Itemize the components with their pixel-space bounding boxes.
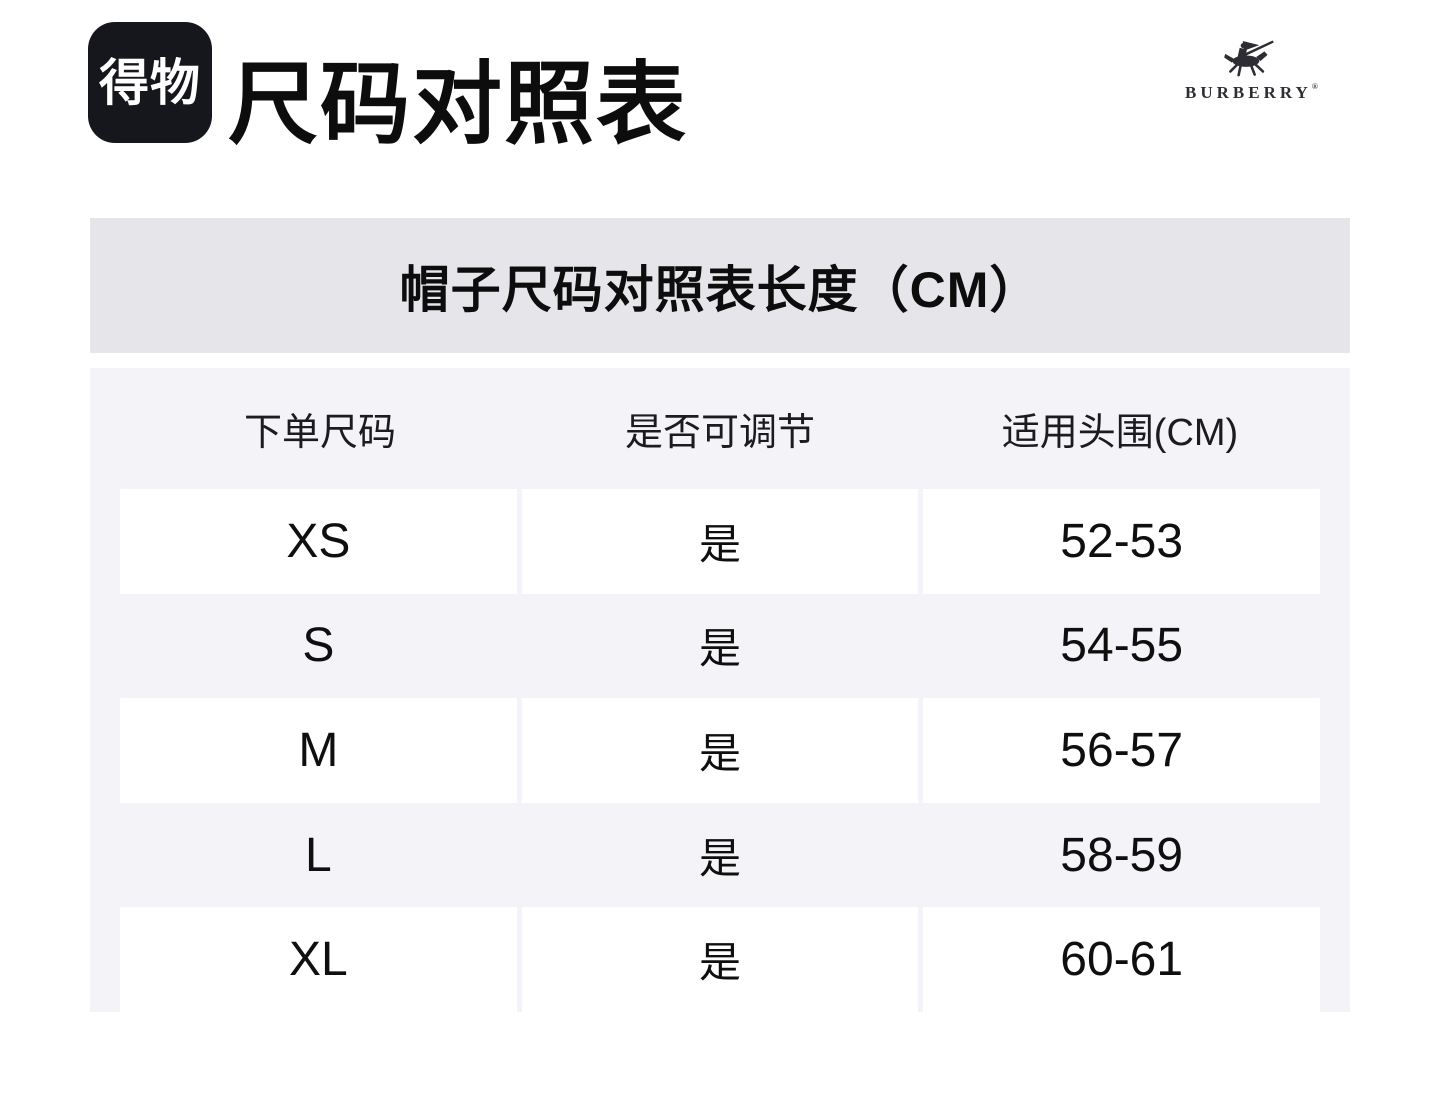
dewu-logo: 得物 — [88, 22, 212, 143]
registered-mark: ® — [1311, 82, 1318, 91]
table-title: 帽子尺码对照表长度（CM） — [399, 261, 1041, 318]
burberry-brand-block: BURBERRY® — [1185, 34, 1318, 103]
cell-adjustable: 是 — [699, 625, 742, 673]
cell-size: L — [304, 828, 332, 882]
column-header-head-circumference: 适用头围(CM) — [1001, 412, 1239, 454]
cell-size: XS — [120, 489, 517, 594]
cell-size: XL — [120, 907, 517, 1012]
table-row: L 是 58-59 — [90, 803, 1350, 908]
cell-head-circumference: 54-55 — [1060, 619, 1184, 673]
table-row: XS 是 52-53 — [90, 489, 1350, 594]
burberry-knight-icon — [1224, 40, 1274, 77]
table-title-banner: 帽子尺码对照表长度（CM） — [90, 218, 1350, 353]
cell-adjustable: 是 — [521, 907, 919, 1012]
column-header-adjustable: 是否可调节 — [624, 412, 815, 454]
cell-head-circumference: 60-61 — [923, 907, 1321, 1012]
cell-adjustable: 是 — [699, 834, 742, 882]
table-row: M 是 56-57 — [90, 698, 1350, 803]
cell-size: M — [120, 698, 517, 803]
cell-size: S — [302, 619, 335, 673]
column-header-size: 下单尺码 — [243, 412, 396, 454]
page-title: 尺码对照表 — [228, 55, 688, 155]
cell-head-circumference: 52-53 — [923, 489, 1321, 594]
table-row: XL 是 60-61 — [90, 907, 1350, 1012]
burberry-wordmark: BURBERRY® — [1185, 82, 1318, 102]
cell-adjustable: 是 — [521, 489, 919, 594]
dewu-logo-text: 得物 — [99, 54, 201, 111]
cell-adjustable: 是 — [521, 698, 919, 803]
table-header-row: 下单尺码 是否可调节 适用头围(CM) — [90, 368, 1350, 489]
cell-head-circumference: 56-57 — [923, 698, 1321, 803]
table-row: S 是 54-55 — [90, 594, 1350, 699]
cell-head-circumference: 58-59 — [1060, 828, 1184, 882]
size-table: 下单尺码 是否可调节 适用头围(CM) XS 是 52-53 S 是 54-55… — [90, 368, 1350, 1012]
